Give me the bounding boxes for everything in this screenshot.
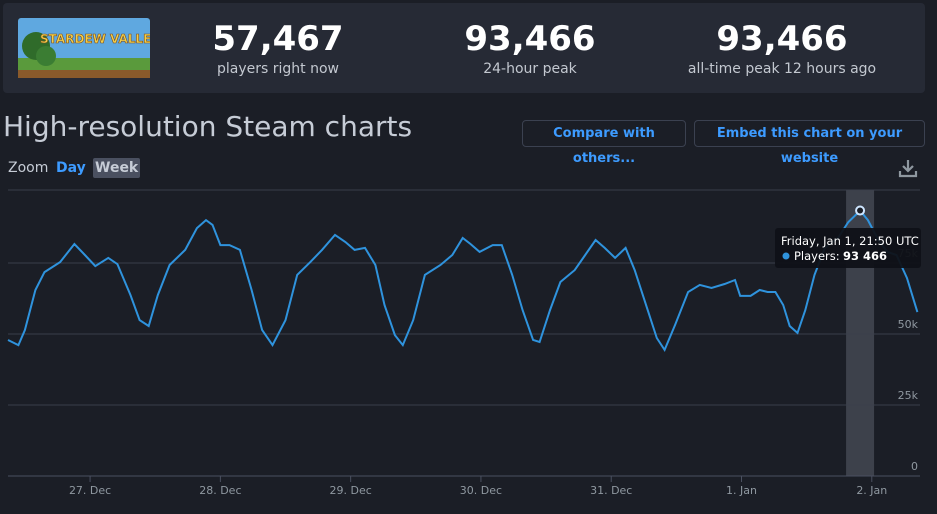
stat-label: players right now: [217, 61, 339, 77]
stats-panel: STARDEW VALLEY 57,467 players right now 9…: [3, 3, 925, 93]
stat-value: 93,466: [464, 19, 596, 59]
x-tick-label: 29. Dec: [330, 484, 372, 497]
y-tick-label: 50k: [898, 318, 919, 331]
hover-point: [855, 205, 866, 216]
zoom-week[interactable]: Week: [93, 158, 141, 178]
game-logo: STARDEW VALLEY: [18, 18, 150, 78]
x-tick-label: 1. Jan: [726, 484, 757, 497]
embed-button[interactable]: Embed this chart on your website: [694, 120, 925, 166]
y-tick-label: 0: [911, 460, 918, 473]
x-tick-label: 31. Dec: [590, 484, 632, 497]
page-title: High-resolution Steam charts: [3, 110, 413, 143]
stat-label: 24-hour peak: [483, 61, 577, 77]
stat: 57,467 players right now: [158, 19, 398, 79]
zoom-label: Zoom: [8, 160, 49, 176]
tooltip-label: Players:: [794, 249, 840, 263]
tooltip-box: [775, 228, 921, 268]
download-icon[interactable]: [898, 158, 918, 178]
x-tick-label: 28. Dec: [199, 484, 241, 497]
stat: 93,466 24-hour peak: [410, 19, 650, 79]
x-tick-label: 30. Dec: [460, 484, 502, 497]
logo-text: STARDEW VALLEY: [40, 32, 150, 46]
compare-button[interactable]: Compare with others...: [522, 120, 686, 166]
tooltip-dot: [782, 252, 790, 260]
x-tick-label: 27. Dec: [69, 484, 111, 497]
x-tick-label: 2. Jan: [856, 484, 887, 497]
tooltip-title: Friday, Jan 1, 21:50 UTC: [781, 234, 919, 248]
y-tick-label: 25k: [898, 389, 919, 402]
stat-label: all-time peak 12 hours ago: [687, 61, 877, 77]
stat-value: 57,467: [212, 19, 344, 59]
zoom-day[interactable]: Day: [56, 160, 86, 176]
stat-value: 93,466: [716, 19, 848, 59]
series-line: [7, 209, 919, 353]
tooltip-value: 93 466: [843, 249, 887, 263]
stat: 93,466 all-time peak 12 hours ago: [662, 19, 902, 79]
